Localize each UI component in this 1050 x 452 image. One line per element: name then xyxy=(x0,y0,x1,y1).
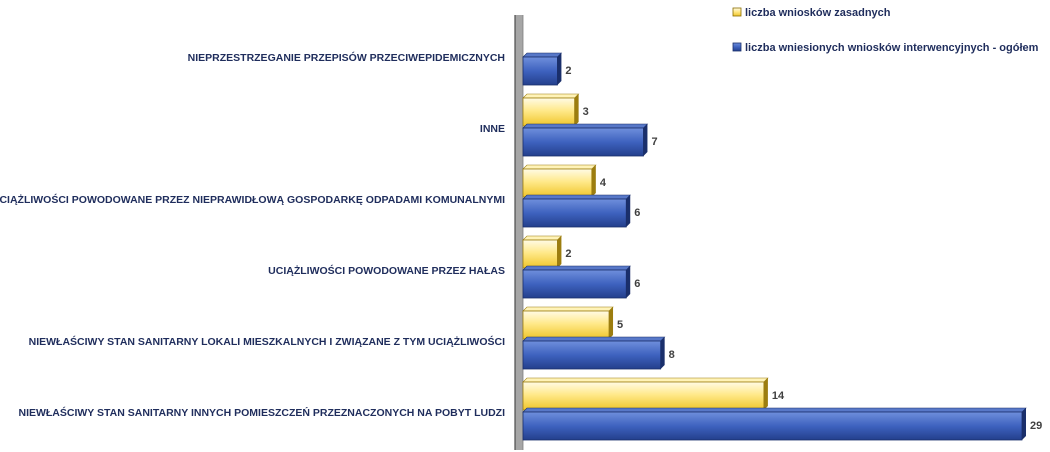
bar-yellow xyxy=(522,93,580,127)
bar-blue xyxy=(522,123,649,157)
data-label: 7 xyxy=(651,136,657,148)
data-label: 29 xyxy=(1030,420,1042,432)
data-label: 2 xyxy=(565,248,571,260)
bar-yellow xyxy=(522,306,614,340)
data-label: 5 xyxy=(617,319,623,331)
legend-swatch-blue xyxy=(732,42,742,52)
data-label: 6 xyxy=(634,207,640,219)
data-label: 6 xyxy=(634,278,640,290)
category-label: NIEPRZESTRZEGANIE PRZEPISÓW PRZECIWEPIDE… xyxy=(188,51,505,64)
data-label: 3 xyxy=(583,106,589,118)
category-label: UCIĄŻLIWOŚCI POWODOWANE PRZEZ HAŁAS xyxy=(268,264,505,277)
legend-item-yellow: liczba wniosków zasadnych xyxy=(732,7,891,19)
data-label: 4 xyxy=(600,177,607,189)
bar-blue xyxy=(522,194,631,228)
bar-blue xyxy=(522,336,666,370)
legend-label-yellow: liczba wniosków zasadnych xyxy=(745,7,891,19)
bar-yellow xyxy=(522,377,769,411)
category-labels: NIEWŁAŚCIWY STAN SANITARNY INNYCH POMIES… xyxy=(0,51,505,419)
bar-yellow xyxy=(522,235,563,269)
legend-item-blue: liczba wniesionych wniosków interwencyjn… xyxy=(732,42,1039,54)
data-label: 14 xyxy=(772,390,785,402)
bar-blue xyxy=(522,52,563,86)
legend-label-blue: liczba wniesionych wniosków interwencyjn… xyxy=(745,42,1039,54)
category-label: UCIĄŻLIWOŚCI POWODOWANE PRZEZ NIEPRAWIDŁ… xyxy=(0,193,505,206)
bar-blue xyxy=(522,265,631,299)
data-label: 8 xyxy=(669,349,675,361)
bar-yellow xyxy=(522,164,597,198)
legend: liczba wniosków zasadnych liczba wniesio… xyxy=(732,7,1039,54)
data-label: 2 xyxy=(565,65,571,77)
category-label: INNE xyxy=(480,123,505,135)
axis-wall xyxy=(514,15,524,450)
bar-blue xyxy=(522,407,1027,441)
category-label: NIEWŁAŚCIWY STAN SANITARNY LOKALI MIESZK… xyxy=(29,335,505,348)
category-label: NIEWŁAŚCIWY STAN SANITARNY INNYCH POMIES… xyxy=(18,406,505,419)
legend-swatch-yellow xyxy=(732,7,742,17)
bars-layer: 14 29 5 8 2 6 4 6 3 7 2 xyxy=(522,52,1042,441)
